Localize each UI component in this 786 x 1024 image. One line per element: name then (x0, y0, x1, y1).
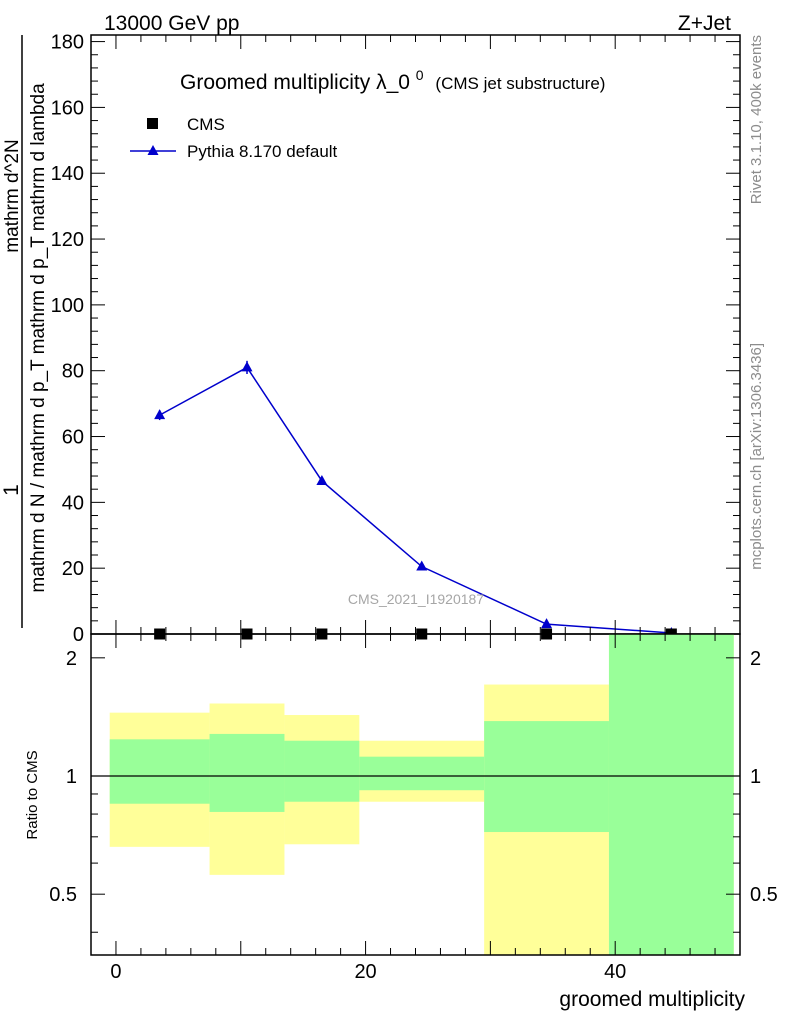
main-panel: 0 20 40 60 80 100 120 140 160 180 Groomed multipl… (0, 32, 741, 646)
ratio-y-tick-label-right: 1 (750, 766, 761, 788)
legend-pythia-label: Pythia 8.170 default (187, 142, 338, 161)
x-tick-label: 0 (110, 961, 121, 983)
main-y-tick-label: 140 (51, 163, 84, 185)
pythia-point (316, 474, 328, 485)
pythia-point (416, 560, 428, 571)
legend-pythia-marker (147, 145, 159, 155)
main-y-tick-label: 160 (51, 97, 84, 119)
plot-subtitle: (CMS jet substructure) (435, 74, 605, 93)
side-label-mcplots: mcplots.cern.ch [arXiv:1306.3436] (748, 343, 765, 570)
process-label: Z+Jet (678, 12, 731, 35)
pythia-point (541, 618, 553, 629)
plot-title-main: Groomed multiplicity (180, 71, 371, 94)
y-label-top: mathrm d^2N (2, 139, 23, 252)
ratio-band-inner (109, 739, 210, 804)
watermark: CMS_2021_I1920187 (348, 591, 484, 607)
ratio-x-ticks: 0 20 40 (110, 35, 741, 983)
ratio-y-axis-label: Ratio to CMS (24, 750, 41, 839)
legend: CMS Pythia 8.170 default (130, 115, 338, 161)
y-label-denominator: mathrm d N / mathrm d p_T mathrm d p_T m… (28, 83, 49, 593)
ratio-y-tick-label: 2 (66, 648, 77, 670)
pythia-point (241, 361, 253, 372)
main-y-tick-label: 120 (51, 229, 84, 251)
main-y-tick-label: 0 (73, 624, 84, 646)
ratio-bands (109, 634, 734, 955)
ratio-y-ticks: 0.5 0.5 1 1 2 2 (49, 648, 778, 933)
legend-cms-marker (147, 118, 158, 129)
x-tick-label: 40 (604, 961, 626, 983)
side-label-rivet: Rivet 3.1.10, 400k events (748, 35, 765, 204)
plot-title: Groomed multiplicity λ_0 0 (CMS jet subs… (180, 62, 605, 94)
ratio-y-tick-label-right: 0.5 (750, 884, 778, 906)
main-y-ticks: 0 20 40 60 80 100 120 140 160 180 (51, 32, 740, 646)
ratio-band-inner (284, 740, 360, 802)
plot-title-symbol: λ_0 (376, 71, 410, 94)
ratio-band-inner (359, 756, 485, 791)
legend-cms-label: CMS (187, 115, 225, 134)
ratio-band-inner (209, 733, 285, 812)
ratio-y-tick-label: 0.5 (49, 884, 77, 906)
main-y-tick-label: 20 (62, 558, 84, 580)
pythia-point (154, 409, 166, 420)
x-tick-label: 20 (354, 961, 376, 983)
main-y-tick-label: 80 (62, 361, 84, 383)
pythia-series-line (159, 366, 672, 634)
energy-label: 13000 GeV pp (104, 12, 239, 35)
y-label-numerator: 1 (0, 484, 23, 496)
ratio-y-tick-label: 1 (66, 766, 77, 788)
main-y-axis-label: 1 mathrm d N / mathrm d p_T mathrm d p_T… (0, 35, 49, 628)
main-y-tick-label: 40 (62, 492, 84, 514)
main-y-tick-label: 100 (51, 295, 84, 317)
main-y-tick-label: 180 (51, 32, 84, 54)
ratio-panel: 0.5 0.5 1 1 2 2 0 20 40 Ratio to CMS groomed mu… (24, 35, 778, 1011)
ratio-band-inner (608, 634, 734, 955)
main-y-tick-label: 60 (62, 427, 84, 449)
ratio-y-tick-label-right: 2 (750, 648, 761, 670)
x-axis-label: groomed multiplicity (559, 988, 745, 1011)
plot-title-superscript: 0 (416, 67, 424, 83)
